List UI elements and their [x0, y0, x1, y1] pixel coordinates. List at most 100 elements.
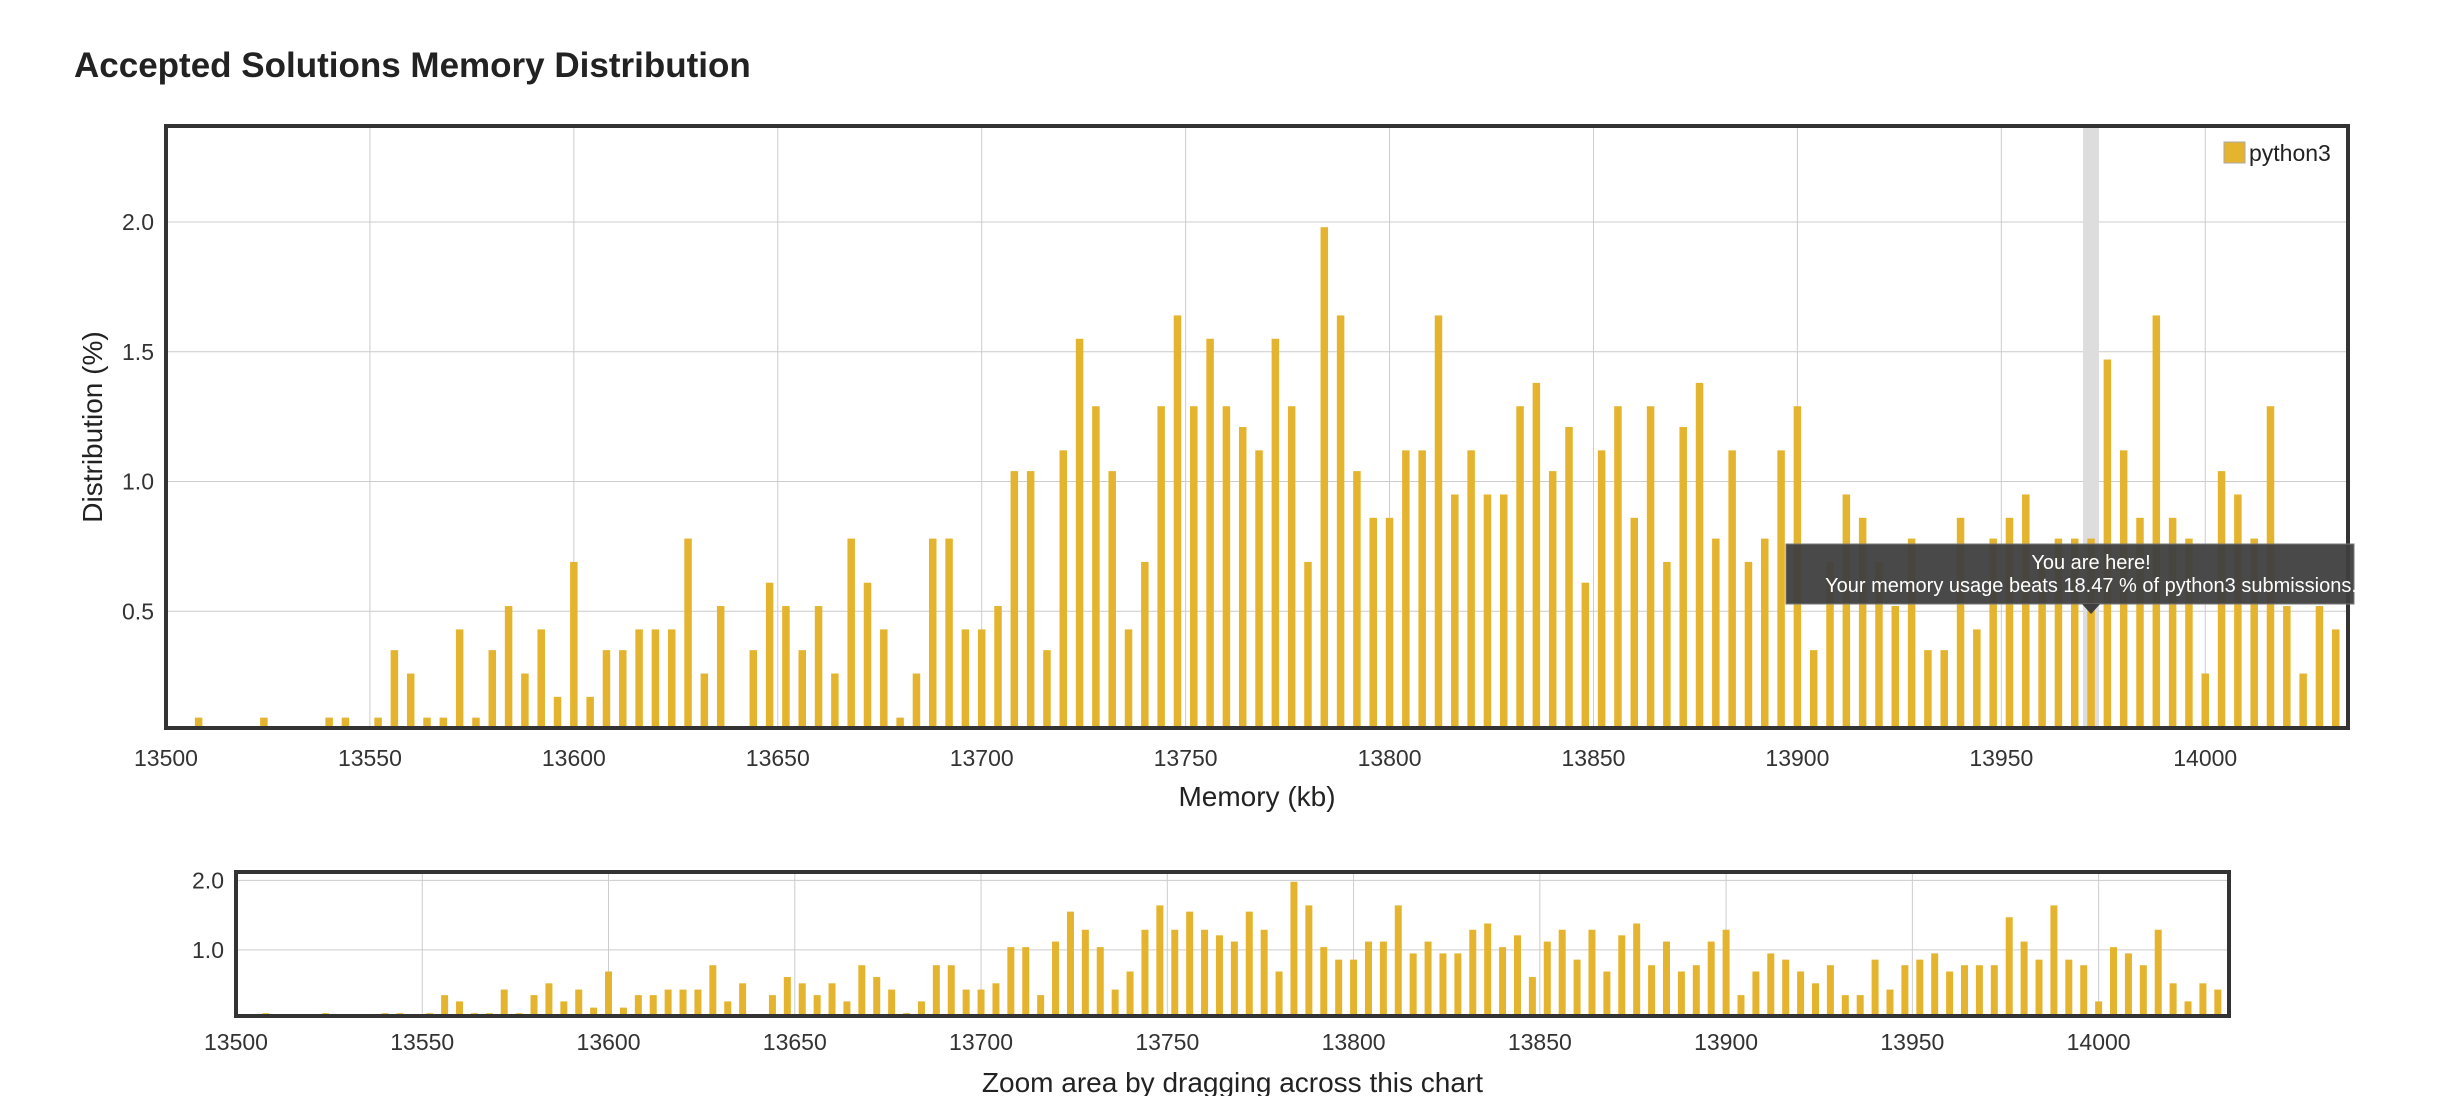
bar[interactable]: [1353, 471, 1361, 728]
bar[interactable]: [504, 606, 513, 728]
bar[interactable]: [2095, 1001, 2103, 1016]
bar[interactable]: [1454, 953, 1462, 1016]
bar[interactable]: [2087, 538, 2095, 728]
bar[interactable]: [700, 673, 709, 728]
bar[interactable]: [1677, 971, 1685, 1016]
bar[interactable]: [1692, 965, 1700, 1016]
bar[interactable]: [2185, 538, 2193, 728]
bar[interactable]: [947, 965, 955, 1016]
bar[interactable]: [194, 717, 203, 728]
bar[interactable]: [1782, 959, 1790, 1016]
bar[interactable]: [2110, 947, 2118, 1016]
bar[interactable]: [570, 561, 578, 728]
bar[interactable]: [1646, 406, 1655, 728]
bar[interactable]: [1484, 923, 1492, 1016]
bar[interactable]: [1409, 953, 1417, 1016]
bar[interactable]: [1809, 650, 1818, 728]
bar[interactable]: [1663, 561, 1671, 728]
bar[interactable]: [1940, 650, 1948, 728]
bar[interactable]: [1206, 338, 1214, 728]
bar[interactable]: [1573, 959, 1581, 1016]
bar[interactable]: [1385, 517, 1394, 728]
bar[interactable]: [560, 1001, 568, 1016]
bar[interactable]: [1124, 629, 1133, 728]
bar[interactable]: [1707, 941, 1715, 1016]
bar[interactable]: [2054, 538, 2063, 728]
bar[interactable]: [1022, 947, 1030, 1016]
bar[interactable]: [1043, 650, 1051, 728]
bar[interactable]: [1290, 881, 1298, 1016]
bar[interactable]: [831, 673, 839, 728]
bar[interactable]: [635, 629, 643, 728]
bar[interactable]: [1434, 315, 1443, 728]
bar[interactable]: [1052, 941, 1060, 1016]
bar[interactable]: [782, 606, 790, 728]
bar[interactable]: [341, 717, 350, 728]
bar[interactable]: [1722, 929, 1730, 1016]
bar[interactable]: [2315, 606, 2324, 728]
bar[interactable]: [962, 989, 970, 1016]
bar[interactable]: [1516, 406, 1524, 728]
bar[interactable]: [1826, 561, 1834, 728]
bar[interactable]: [1260, 929, 1268, 1016]
bar[interactable]: [439, 717, 448, 728]
bar[interactable]: [1096, 947, 1104, 1016]
bar[interactable]: [1320, 227, 1329, 728]
bar[interactable]: [1543, 941, 1551, 1016]
bar[interactable]: [994, 606, 1002, 728]
bar[interactable]: [1907, 538, 1916, 728]
bar[interactable]: [1394, 905, 1402, 1016]
bar[interactable]: [798, 983, 806, 1016]
bar[interactable]: [1499, 494, 1508, 728]
bar[interactable]: [1245, 911, 1253, 1016]
bar[interactable]: [619, 1007, 627, 1016]
bar[interactable]: [1037, 995, 1045, 1016]
bar[interactable]: [1467, 450, 1475, 728]
bar[interactable]: [847, 538, 855, 728]
bar[interactable]: [1990, 965, 1998, 1016]
bar[interactable]: [667, 629, 676, 728]
bar[interactable]: [2080, 965, 2088, 1016]
bar[interactable]: [1402, 450, 1410, 728]
bar[interactable]: [749, 650, 758, 728]
bar[interactable]: [1469, 929, 1477, 1016]
bar[interactable]: [929, 538, 937, 728]
bar[interactable]: [1075, 338, 1084, 728]
bar[interactable]: [1679, 427, 1687, 728]
bar[interactable]: [1026, 471, 1035, 728]
bar[interactable]: [1201, 929, 1209, 1016]
bar[interactable]: [888, 989, 896, 1016]
bar[interactable]: [1633, 923, 1641, 1016]
bar[interactable]: [1989, 538, 1997, 728]
bar[interactable]: [694, 989, 702, 1016]
bar[interactable]: [1931, 953, 1939, 1016]
bar[interactable]: [1648, 965, 1656, 1016]
bar[interactable]: [649, 995, 657, 1016]
bar[interactable]: [917, 1001, 925, 1016]
bar[interactable]: [553, 696, 562, 728]
bar[interactable]: [1350, 959, 1358, 1016]
bar[interactable]: [488, 650, 497, 728]
bar[interactable]: [1369, 517, 1377, 728]
bar[interactable]: [873, 977, 881, 1016]
bar[interactable]: [1856, 995, 1864, 1016]
bar[interactable]: [634, 995, 642, 1016]
bar[interactable]: [2005, 517, 2014, 728]
bar[interactable]: [798, 650, 806, 728]
bar[interactable]: [472, 717, 480, 728]
bar[interactable]: [2124, 953, 2132, 1016]
bar[interactable]: [1186, 911, 1194, 1016]
main-chart[interactable]: 13500 13550 13600 13650 13700 13750 13800 13850…: [77, 124, 2357, 812]
bar[interactable]: [586, 696, 594, 728]
bar[interactable]: [1916, 959, 1924, 1016]
bar[interactable]: [325, 717, 333, 728]
bar[interactable]: [1141, 929, 1149, 1016]
bar[interactable]: [260, 717, 268, 728]
bar[interactable]: [992, 983, 1000, 1016]
bar[interactable]: [1215, 935, 1223, 1016]
bar[interactable]: [768, 995, 776, 1016]
bar[interactable]: [1171, 929, 1179, 1016]
bar[interactable]: [2234, 494, 2242, 728]
bar[interactable]: [977, 989, 985, 1016]
bar[interactable]: [1548, 471, 1557, 728]
